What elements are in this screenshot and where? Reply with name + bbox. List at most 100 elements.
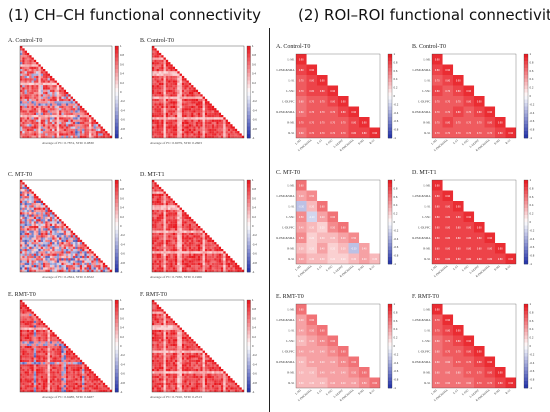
heatmap-cell	[234, 128, 238, 132]
heatmap-cell	[161, 75, 164, 79]
heatmap-cell	[154, 221, 157, 224]
colorbar-tick-label: 0	[120, 224, 122, 228]
heatmap-cell	[214, 117, 217, 120]
heatmap-cell	[175, 251, 178, 254]
heatmap-cell	[43, 126, 46, 129]
heatmap-cell	[75, 265, 78, 268]
heatmap-cell	[172, 203, 176, 206]
heatmap-cell	[184, 105, 187, 109]
heatmap-cell	[36, 115, 39, 118]
heatmap-cell	[63, 385, 67, 388]
heatmap-cell	[158, 101, 162, 104]
colorbar-segment	[247, 252, 251, 257]
heatmap-cell	[218, 253, 222, 256]
heatmap-cell	[186, 249, 189, 252]
heatmap-cell	[175, 221, 178, 224]
heatmap-cell	[33, 124, 37, 127]
heatmap-cell	[168, 103, 171, 106]
heatmap-cell	[186, 226, 189, 229]
heatmap-cell	[33, 128, 37, 132]
heatmap-cell	[24, 221, 27, 224]
heatmap-cell	[22, 239, 25, 243]
heatmap-cell	[26, 385, 30, 388]
heatmap-cell	[232, 131, 235, 134]
heatmap-cell	[38, 232, 41, 236]
heatmap-cell	[211, 119, 215, 122]
heatmap-cell	[156, 103, 159, 106]
heatmap-cell	[165, 343, 169, 347]
heatmap-cell	[20, 316, 23, 319]
heatmap-cell	[161, 226, 164, 229]
heatmap-cell	[165, 380, 169, 383]
heatmap-cell	[68, 378, 71, 381]
heatmap-cell	[158, 373, 162, 376]
colorbar-tick-label: -0.8	[120, 381, 125, 385]
heatmap-cell	[49, 348, 53, 351]
heatmap-cell	[29, 101, 32, 104]
heatmap-cell	[177, 373, 180, 376]
heatmap-cell	[40, 78, 44, 81]
heatmap-cell	[225, 133, 228, 136]
heatmap-cell	[156, 112, 159, 116]
heatmap-cell	[170, 133, 173, 136]
heatmap-cell	[168, 352, 171, 356]
heatmap-cell	[70, 260, 73, 263]
heatmap-cell	[66, 128, 69, 132]
heatmap-cell	[100, 382, 103, 386]
heatmap-cell	[152, 251, 155, 254]
heatmap-cell	[89, 267, 92, 270]
heatmap-cell	[77, 267, 80, 270]
heatmap-cell	[52, 267, 55, 270]
heatmap-cell	[40, 373, 44, 376]
heatmap-cell	[22, 115, 25, 118]
heatmap-cell	[82, 258, 85, 261]
heatmap-cell	[20, 209, 23, 213]
heatmap-cell	[161, 265, 164, 268]
heatmap-cell	[161, 212, 164, 215]
heatmap-cell	[100, 385, 103, 388]
heatmap-cell	[24, 309, 27, 312]
heatmap-cell	[77, 269, 80, 273]
heatmap-cell	[82, 375, 85, 379]
heatmap-cell	[184, 223, 187, 227]
heatmap-cell	[26, 267, 30, 270]
heatmap-cell	[40, 87, 44, 90]
heatmap-cell	[225, 135, 228, 139]
heatmap-cell	[47, 223, 50, 227]
heatmap-cell	[188, 343, 192, 347]
heatmap-cell	[26, 251, 30, 254]
heatmap-cell	[211, 246, 215, 250]
heatmap-cell	[202, 350, 205, 353]
heatmap-cell	[20, 362, 23, 365]
heatmap-cell	[52, 87, 55, 90]
heatmap-cell	[204, 258, 208, 261]
heatmap-cell	[54, 96, 57, 99]
heatmap-cell	[170, 336, 173, 340]
heatmap-cell	[184, 115, 187, 118]
heatmap-cell	[193, 373, 196, 376]
heatmap-cell	[156, 73, 159, 76]
heatmap-cell	[75, 269, 78, 273]
heatmap-cell	[193, 343, 196, 347]
heatmap-cell	[82, 244, 85, 247]
heatmap-cell	[168, 89, 171, 93]
heatmap-cell	[188, 94, 192, 97]
section-title-ch-ch: (1) CH–CH functional connectivity	[8, 6, 261, 24]
heatmap-cell	[89, 385, 92, 388]
heatmap-cell	[181, 249, 185, 252]
heatmap-cell	[198, 355, 201, 358]
heatmap-cell	[49, 89, 53, 93]
heatmap-cell	[33, 121, 37, 125]
heatmap-cell	[40, 371, 44, 374]
heatmap-cell	[186, 366, 189, 370]
heatmap-cell	[49, 82, 53, 86]
heatmap-cell	[24, 89, 27, 93]
heatmap-cell	[191, 258, 194, 261]
heatmap-cell	[165, 316, 169, 319]
heatmap-cell	[84, 387, 87, 390]
heatmap-cell	[152, 221, 155, 224]
heatmap-cell	[195, 371, 199, 374]
heatmap-cell	[20, 300, 23, 303]
heatmap-cell	[179, 382, 182, 386]
heatmap-cell	[45, 96, 48, 99]
